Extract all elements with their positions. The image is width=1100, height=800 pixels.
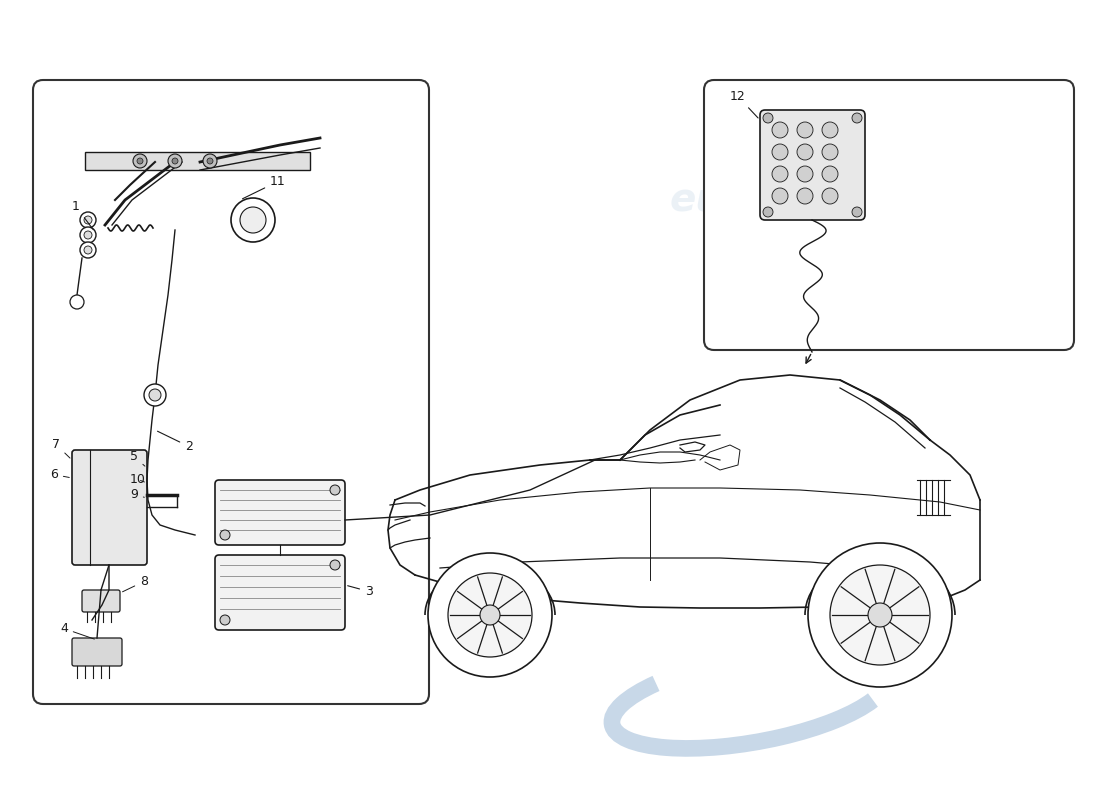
Circle shape xyxy=(70,295,84,309)
Circle shape xyxy=(480,605,501,625)
Text: 4: 4 xyxy=(60,622,95,639)
Circle shape xyxy=(168,154,182,168)
Circle shape xyxy=(798,144,813,160)
Circle shape xyxy=(330,485,340,495)
Text: 11: 11 xyxy=(242,175,286,198)
FancyBboxPatch shape xyxy=(704,80,1074,350)
Circle shape xyxy=(428,553,552,677)
Text: 9: 9 xyxy=(130,488,144,501)
Circle shape xyxy=(80,227,96,243)
Circle shape xyxy=(133,154,147,168)
Circle shape xyxy=(172,158,178,164)
Text: 6: 6 xyxy=(50,468,69,481)
Text: 8: 8 xyxy=(122,575,149,592)
FancyBboxPatch shape xyxy=(760,110,865,220)
Circle shape xyxy=(207,158,213,164)
Text: 12: 12 xyxy=(730,90,758,118)
Circle shape xyxy=(220,615,230,625)
Circle shape xyxy=(220,530,230,540)
Circle shape xyxy=(772,188,788,204)
Circle shape xyxy=(330,560,340,570)
FancyBboxPatch shape xyxy=(82,590,120,612)
FancyBboxPatch shape xyxy=(72,638,122,666)
Circle shape xyxy=(830,565,930,665)
Circle shape xyxy=(84,216,92,224)
FancyBboxPatch shape xyxy=(214,555,345,630)
Circle shape xyxy=(852,207,862,217)
Text: eurospares: eurospares xyxy=(669,181,915,219)
Circle shape xyxy=(84,231,92,239)
Circle shape xyxy=(822,144,838,160)
Polygon shape xyxy=(85,152,310,170)
Circle shape xyxy=(798,122,813,138)
Circle shape xyxy=(80,242,96,258)
Circle shape xyxy=(204,154,217,168)
Text: 7: 7 xyxy=(52,438,70,458)
Circle shape xyxy=(763,113,773,123)
Circle shape xyxy=(822,122,838,138)
Circle shape xyxy=(772,144,788,160)
Circle shape xyxy=(148,389,161,401)
Circle shape xyxy=(822,166,838,182)
FancyBboxPatch shape xyxy=(214,480,345,545)
Text: 10: 10 xyxy=(130,473,146,486)
FancyBboxPatch shape xyxy=(72,450,147,565)
Circle shape xyxy=(240,207,266,233)
Circle shape xyxy=(448,573,532,657)
Text: 3: 3 xyxy=(348,585,373,598)
Circle shape xyxy=(772,166,788,182)
Circle shape xyxy=(868,603,892,627)
Circle shape xyxy=(822,188,838,204)
FancyBboxPatch shape xyxy=(33,80,429,704)
Circle shape xyxy=(772,122,788,138)
Text: eurospares: eurospares xyxy=(174,317,420,355)
Circle shape xyxy=(80,212,96,228)
Circle shape xyxy=(808,543,952,687)
Text: 1: 1 xyxy=(72,200,94,230)
Circle shape xyxy=(84,246,92,254)
Text: 5: 5 xyxy=(130,450,145,466)
Circle shape xyxy=(798,188,813,204)
Circle shape xyxy=(763,207,773,217)
Circle shape xyxy=(231,198,275,242)
Circle shape xyxy=(144,384,166,406)
Circle shape xyxy=(798,166,813,182)
Text: 2: 2 xyxy=(157,431,192,453)
Circle shape xyxy=(852,113,862,123)
Circle shape xyxy=(138,158,143,164)
